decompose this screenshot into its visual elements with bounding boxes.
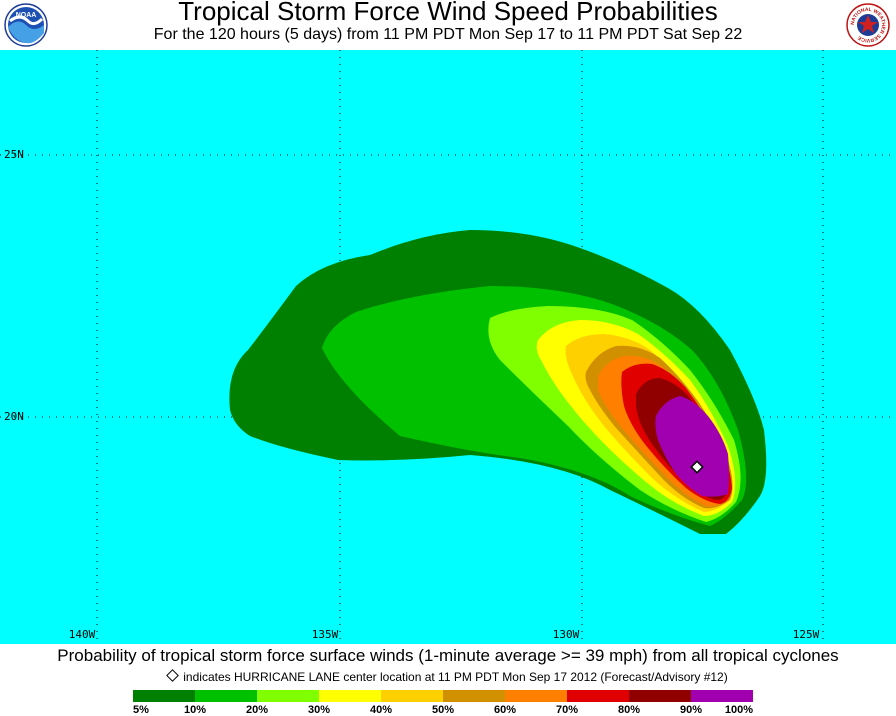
map-canvas bbox=[0, 50, 896, 644]
legend-swatch-8 bbox=[629, 690, 691, 702]
lon-label-130w: 130W bbox=[552, 628, 580, 641]
svg-text:NOAA: NOAA bbox=[16, 12, 37, 19]
map-subtitle: For the 120 hours (5 days) from 11 PM PD… bbox=[153, 26, 743, 43]
header: NOAA Tropical Storm Force Wind Speed Pro… bbox=[0, 0, 896, 50]
probability-map: 25N 20N 140W 135W 130W 125W bbox=[0, 50, 896, 644]
legend-swatch-0 bbox=[133, 690, 195, 702]
lon-label-135w: 135W bbox=[311, 628, 339, 641]
contour-90pct bbox=[655, 396, 729, 497]
legend-swatch-9 bbox=[691, 690, 753, 702]
map-title: Tropical Storm Force Wind Speed Probabil… bbox=[178, 0, 718, 26]
legend-swatch-2 bbox=[257, 690, 319, 702]
legend-label-10: 100% bbox=[724, 704, 754, 716]
diamond-icon bbox=[690, 460, 704, 474]
legend-label-0: 5% bbox=[133, 704, 149, 716]
legend-label-9: 90% bbox=[679, 704, 703, 716]
lon-label-125w: 125W bbox=[792, 628, 820, 641]
legend-label-3: 30% bbox=[307, 704, 331, 716]
legend-swatch-7 bbox=[567, 690, 629, 702]
legend-swatch-6 bbox=[505, 690, 567, 702]
legend-label-7: 70% bbox=[555, 704, 579, 716]
center-note-text: indicates HURRICANE LANE center location… bbox=[183, 670, 728, 684]
legend-label-8: 80% bbox=[617, 704, 641, 716]
legend-swatch-5 bbox=[443, 690, 505, 702]
probability-legend bbox=[133, 690, 753, 702]
lat-label-20n: 20N bbox=[4, 410, 24, 423]
legend-label-1: 10% bbox=[183, 704, 207, 716]
lat-label-25n: 25N bbox=[4, 148, 24, 161]
legend-swatch-4 bbox=[381, 690, 443, 702]
legend-swatch-1 bbox=[195, 690, 257, 702]
map-caption: Probability of tropical storm force surf… bbox=[57, 646, 839, 665]
legend-label-6: 60% bbox=[493, 704, 517, 716]
probability-contours bbox=[229, 230, 767, 534]
nws-logo: NATIONAL WEATHER SERVICE bbox=[846, 3, 890, 47]
diamond-key-icon bbox=[166, 669, 180, 682]
noaa-logo: NOAA bbox=[4, 3, 48, 47]
legend-swatch-3 bbox=[319, 690, 381, 702]
center-location-note: indicates HURRICANE LANE center location… bbox=[0, 669, 896, 684]
lon-label-140w: 140W bbox=[68, 628, 96, 641]
legend-label-5: 50% bbox=[431, 704, 455, 716]
legend-label-4: 40% bbox=[369, 704, 393, 716]
legend-label-2: 20% bbox=[245, 704, 269, 716]
